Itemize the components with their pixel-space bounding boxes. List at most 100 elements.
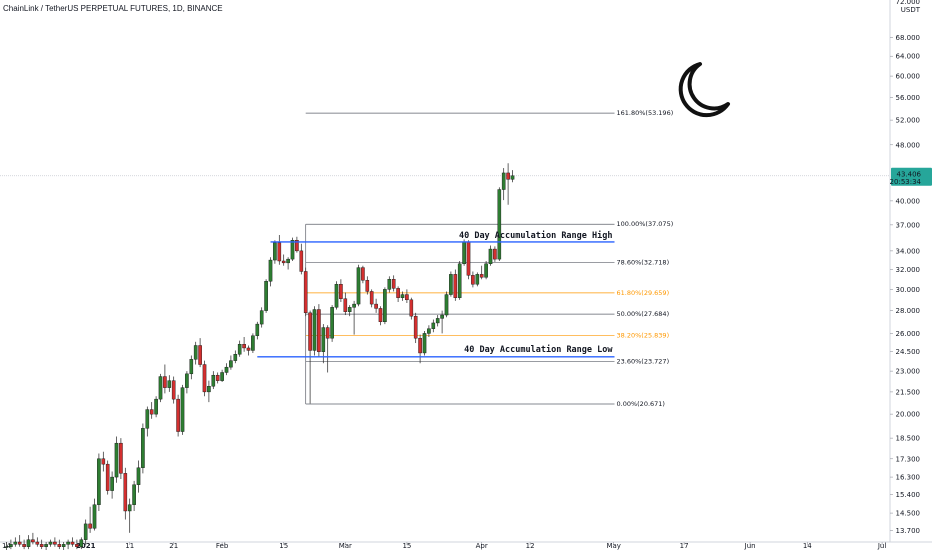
candle-body [484,263,488,278]
candle-body [101,458,106,465]
candle-body [193,345,198,360]
candle-body [369,291,374,305]
candle-body [158,376,163,400]
x-tick-label: 21 [169,542,178,550]
candle-body [286,258,290,264]
fib-level-label: 161.80%(53.196) [617,109,674,117]
x-tick-label: Jul [877,542,887,550]
candle-body [510,175,515,180]
candle-body [141,428,145,468]
y-tick-label: 15.400 [896,491,921,499]
candle-body [119,442,123,474]
candle-body [53,541,57,545]
candle-body [493,248,497,260]
candle-body [176,398,180,432]
candle-body [317,309,321,352]
candle-body [259,310,264,325]
y-tick-label: 60.000 [896,73,921,81]
x-tick-label: 12 [526,542,535,550]
candle-body [61,544,66,547]
candle-body [251,335,255,351]
y-tick-label: 68.000 [896,34,921,42]
candle-body [22,544,26,547]
candle-body [83,523,88,540]
candle-body [4,546,9,548]
x-tick-label: Jun [744,542,756,550]
candle-body [39,544,44,547]
candle-body [189,359,194,375]
candle-body [185,373,189,388]
y-tick-label: 40.000 [896,197,921,205]
candle-body [180,387,185,432]
x-tick-label: 15 [279,542,288,550]
candle-body [453,274,458,298]
candle-body [57,544,62,547]
candle-body [26,539,31,547]
candle-body [325,327,330,339]
candle-body [422,333,427,354]
candle-body [396,288,400,298]
candle-body [145,409,150,429]
candle-body [440,314,444,319]
candle-body [9,544,13,547]
fib-level-label: 0.00%(20.671) [617,400,665,408]
x-tick-label: Feb [216,542,229,550]
candle-body [462,241,466,265]
candle-body [343,298,348,312]
y-tick-label: 24.500 [896,348,921,356]
x-tick-label: 14 [803,542,812,550]
candle-body [211,374,216,387]
candle-body [171,380,176,400]
candle-body [79,539,84,547]
candle-body [413,315,418,339]
candle-body [290,239,295,260]
price-tag-value: 43.406 [897,171,922,179]
candle-body [418,337,422,354]
candle-body [303,271,308,314]
candle-body [374,303,378,309]
candle-body [220,372,224,381]
candle-body [427,328,431,334]
candle-body [299,250,304,272]
candle-body [506,172,510,180]
candle-body [295,239,299,252]
candle-body [202,364,207,393]
candle-body [488,248,493,265]
candle-body [444,294,449,316]
y-tick-label: 52.000 [896,117,921,125]
candle-body [431,322,436,329]
y-tick-label: 20.000 [896,411,921,419]
candle-body [264,281,268,311]
y-tick-label: 32.000 [896,266,921,274]
candle-body [255,323,260,336]
candle-body [281,260,286,264]
candle-body [312,309,317,351]
x-tick-label: 11 [125,542,134,550]
candle-body [167,380,172,388]
candle-body [163,376,167,388]
y-top-label: 72.000 [896,0,921,6]
y-tick-label: 28.000 [896,307,921,315]
candle-body [70,541,75,545]
y-tick-label: 14.500 [896,510,921,518]
candle-body [136,467,141,485]
range-low-label: 40 Day Accumulation Range Low [464,344,613,355]
candle-body [105,463,110,491]
y-tick-label: 18.500 [896,435,921,443]
x-tick-label: May [606,542,620,550]
candle-body [92,504,97,529]
candle-body [13,541,18,545]
candle-body [356,267,361,305]
candle-body [449,274,453,295]
candle-body [405,294,409,301]
candle-body [17,541,22,545]
candle-body [409,299,414,317]
range-high-label: 40 Day Accumulation Range High [459,230,613,241]
y-tick-label: 13.700 [896,527,921,535]
candle-body [233,354,238,361]
y-tick-label: 48.000 [896,141,921,149]
y-tick-label: 17.300 [896,455,921,463]
candle-body [330,307,334,339]
candle-body [383,289,387,323]
